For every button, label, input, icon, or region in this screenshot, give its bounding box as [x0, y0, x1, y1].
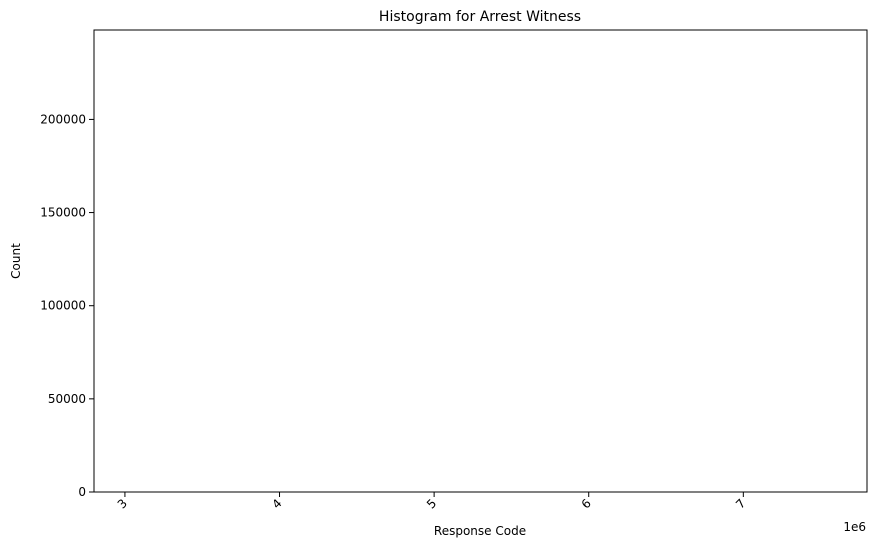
- plot-frame: [93, 29, 868, 493]
- y-tick-label: 0: [78, 485, 86, 499]
- y-axis-label: Count: [9, 243, 23, 279]
- y-tick-label: 50000: [48, 392, 86, 406]
- chart-title: Histogram for Arrest Witness: [379, 9, 581, 25]
- y-tick-label: 150000: [40, 206, 86, 220]
- y-axis-ticks: 0 50000 100000 150000 200000: [40, 112, 94, 499]
- x-axis-label: Response Code: [434, 524, 526, 538]
- x-tick-label: 3: [115, 496, 130, 511]
- x-axis-offset-text: 1e6: [843, 520, 866, 534]
- x-tick-label: 7: [733, 496, 748, 511]
- x-tick-label: 4: [269, 496, 284, 511]
- x-tick-label: 5: [424, 496, 439, 511]
- y-tick-label: 200000: [40, 112, 86, 126]
- x-axis-ticks: 3 4 5 6 7: [115, 492, 748, 512]
- x-tick-label: 6: [579, 496, 594, 511]
- y-tick-label: 100000: [40, 299, 86, 313]
